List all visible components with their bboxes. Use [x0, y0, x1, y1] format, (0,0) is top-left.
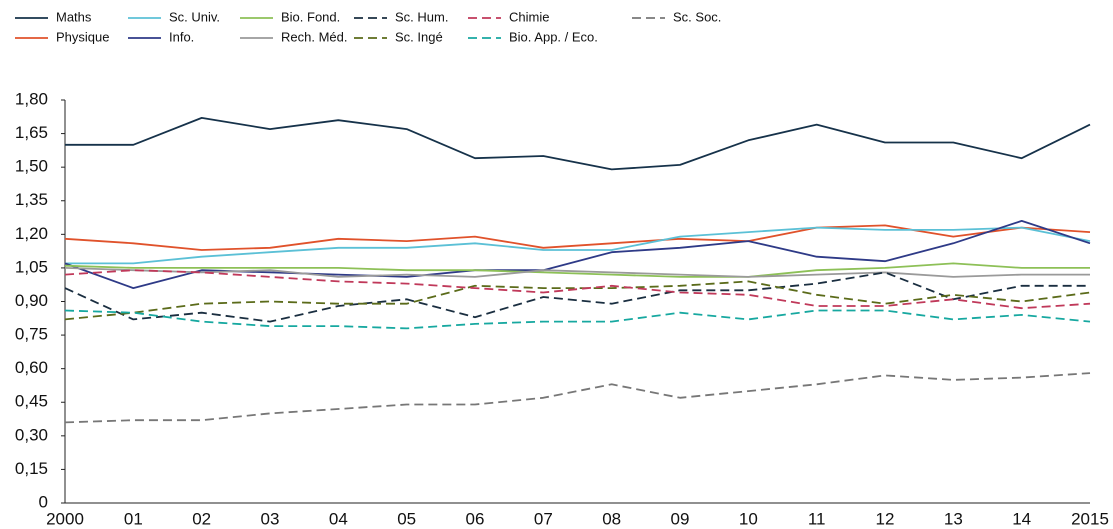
legend-item: Sc. Soc.	[632, 9, 721, 24]
series-line	[64, 262, 1090, 278]
legend-label: Rech. Méd.	[281, 29, 347, 44]
legend-label: Info.	[169, 29, 194, 44]
x-tick-label: 14	[1012, 509, 1031, 528]
x-tick-label: 05	[397, 509, 416, 528]
series-line	[65, 117, 1091, 171]
x-tick-label: 12	[876, 509, 895, 528]
y-tick-label: 0,45	[15, 392, 48, 411]
y-tick-label: 0,30	[15, 425, 48, 444]
legend-item: Bio. App. / Eco.	[468, 29, 598, 44]
series-line	[64, 269, 1091, 310]
legend-label: Sc. Univ.	[169, 9, 220, 24]
legend-label: Bio. App. / Eco.	[509, 29, 598, 44]
x-tick-label: 03	[261, 509, 280, 528]
legend-label: Chimie	[509, 9, 549, 24]
x-tick-label: 2000	[46, 509, 84, 528]
y-tick-label: 1,05	[15, 257, 48, 276]
x-tick-label: 2015	[1071, 509, 1109, 528]
x-tick-label: 04	[329, 509, 348, 528]
x-tick-label: 07	[534, 509, 553, 528]
legend-label: Sc. Hum.	[395, 9, 448, 24]
series-line	[64, 280, 1091, 321]
legend: Maths Physique Sc. Univ. Info. Bio. Fond. Rec…	[15, 9, 721, 44]
y-tick-label: 0,75	[15, 325, 48, 344]
legend-item: Sc. Ingé	[354, 29, 443, 44]
y-tick-label: 0,15	[15, 459, 48, 478]
x-tick-label: 06	[466, 509, 485, 528]
x-tick-label: 08	[602, 509, 621, 528]
legend-label: Physique	[56, 29, 109, 44]
series-line	[64, 220, 1091, 289]
series-line	[65, 226, 1091, 265]
y-tick-label: 1,50	[15, 157, 48, 176]
legend-label: Sc. Ingé	[395, 29, 443, 44]
x-tick-label: 10	[739, 509, 758, 528]
legend-item: Chimie	[468, 9, 549, 24]
y-tick-label: 1,35	[15, 190, 48, 209]
x-tick-label: 13	[944, 509, 963, 528]
legend-item: Sc. Hum.	[354, 9, 448, 24]
legend-item: Info.	[128, 29, 194, 44]
series-line	[64, 271, 1090, 323]
y-tick-label: 0	[39, 492, 48, 511]
legend-item: Physique	[15, 29, 109, 44]
plot-area: 0 0,15 0,30 0,45 0,60 0,75 0,90 1,05 1,20 1,35 1,5…	[15, 89, 1109, 528]
x-tick-label: 11	[808, 509, 826, 528]
x-tick-label: 01	[124, 509, 143, 528]
series-line	[64, 224, 1091, 251]
legend-item: Maths	[15, 9, 92, 24]
y-tick-label: 0,90	[15, 291, 48, 310]
series-line	[64, 267, 1090, 278]
legend-label: Sc. Soc.	[673, 9, 721, 24]
y-tick-label: 1,65	[15, 123, 48, 142]
series-line	[64, 372, 1091, 424]
y-tick-label: 0,60	[15, 358, 48, 377]
series-line	[64, 309, 1091, 330]
legend-item: Rech. Méd.	[240, 29, 347, 44]
x-tick-label: 09	[671, 509, 690, 528]
y-tick-label: 1,80	[15, 89, 48, 108]
y-tick-label: 1,20	[15, 224, 48, 243]
legend-item: Sc. Univ.	[128, 9, 220, 24]
legend-label: Bio. Fond.	[281, 9, 340, 24]
legend-label: Maths	[56, 9, 92, 24]
x-tick-label: 02	[192, 509, 211, 528]
legend-item: Bio. Fond.	[240, 9, 340, 24]
